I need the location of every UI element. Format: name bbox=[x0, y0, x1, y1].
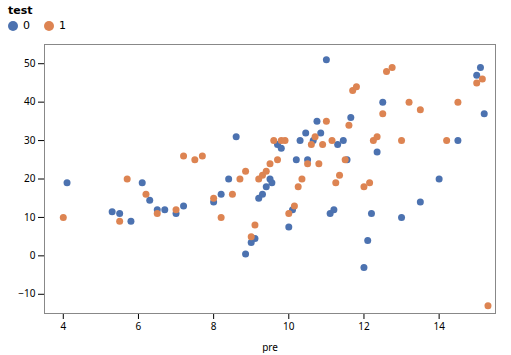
svg-text:6: 6 bbox=[136, 319, 142, 333]
svg-text:0: 0 bbox=[30, 248, 36, 262]
svg-text:4: 4 bbox=[60, 319, 66, 333]
html-text:test: test bbox=[8, 4, 33, 17]
svg-text:14: 14 bbox=[433, 319, 445, 333]
html-text:1: 1 bbox=[59, 19, 66, 32]
svg-text:10: 10 bbox=[283, 319, 295, 333]
svg-text:40: 40 bbox=[24, 94, 36, 108]
svg-text:pre: pre bbox=[262, 340, 278, 354]
svg-text:10: 10 bbox=[24, 210, 36, 224]
svg-text:8: 8 bbox=[211, 319, 217, 333]
svg-text:30: 30 bbox=[24, 133, 36, 147]
html-text:0: 0 bbox=[23, 19, 30, 32]
svg-text:50: 50 bbox=[24, 56, 36, 70]
svg-text:−10: −10 bbox=[18, 286, 35, 300]
svg-text:20: 20 bbox=[24, 171, 36, 185]
svg-text:12: 12 bbox=[358, 319, 370, 333]
